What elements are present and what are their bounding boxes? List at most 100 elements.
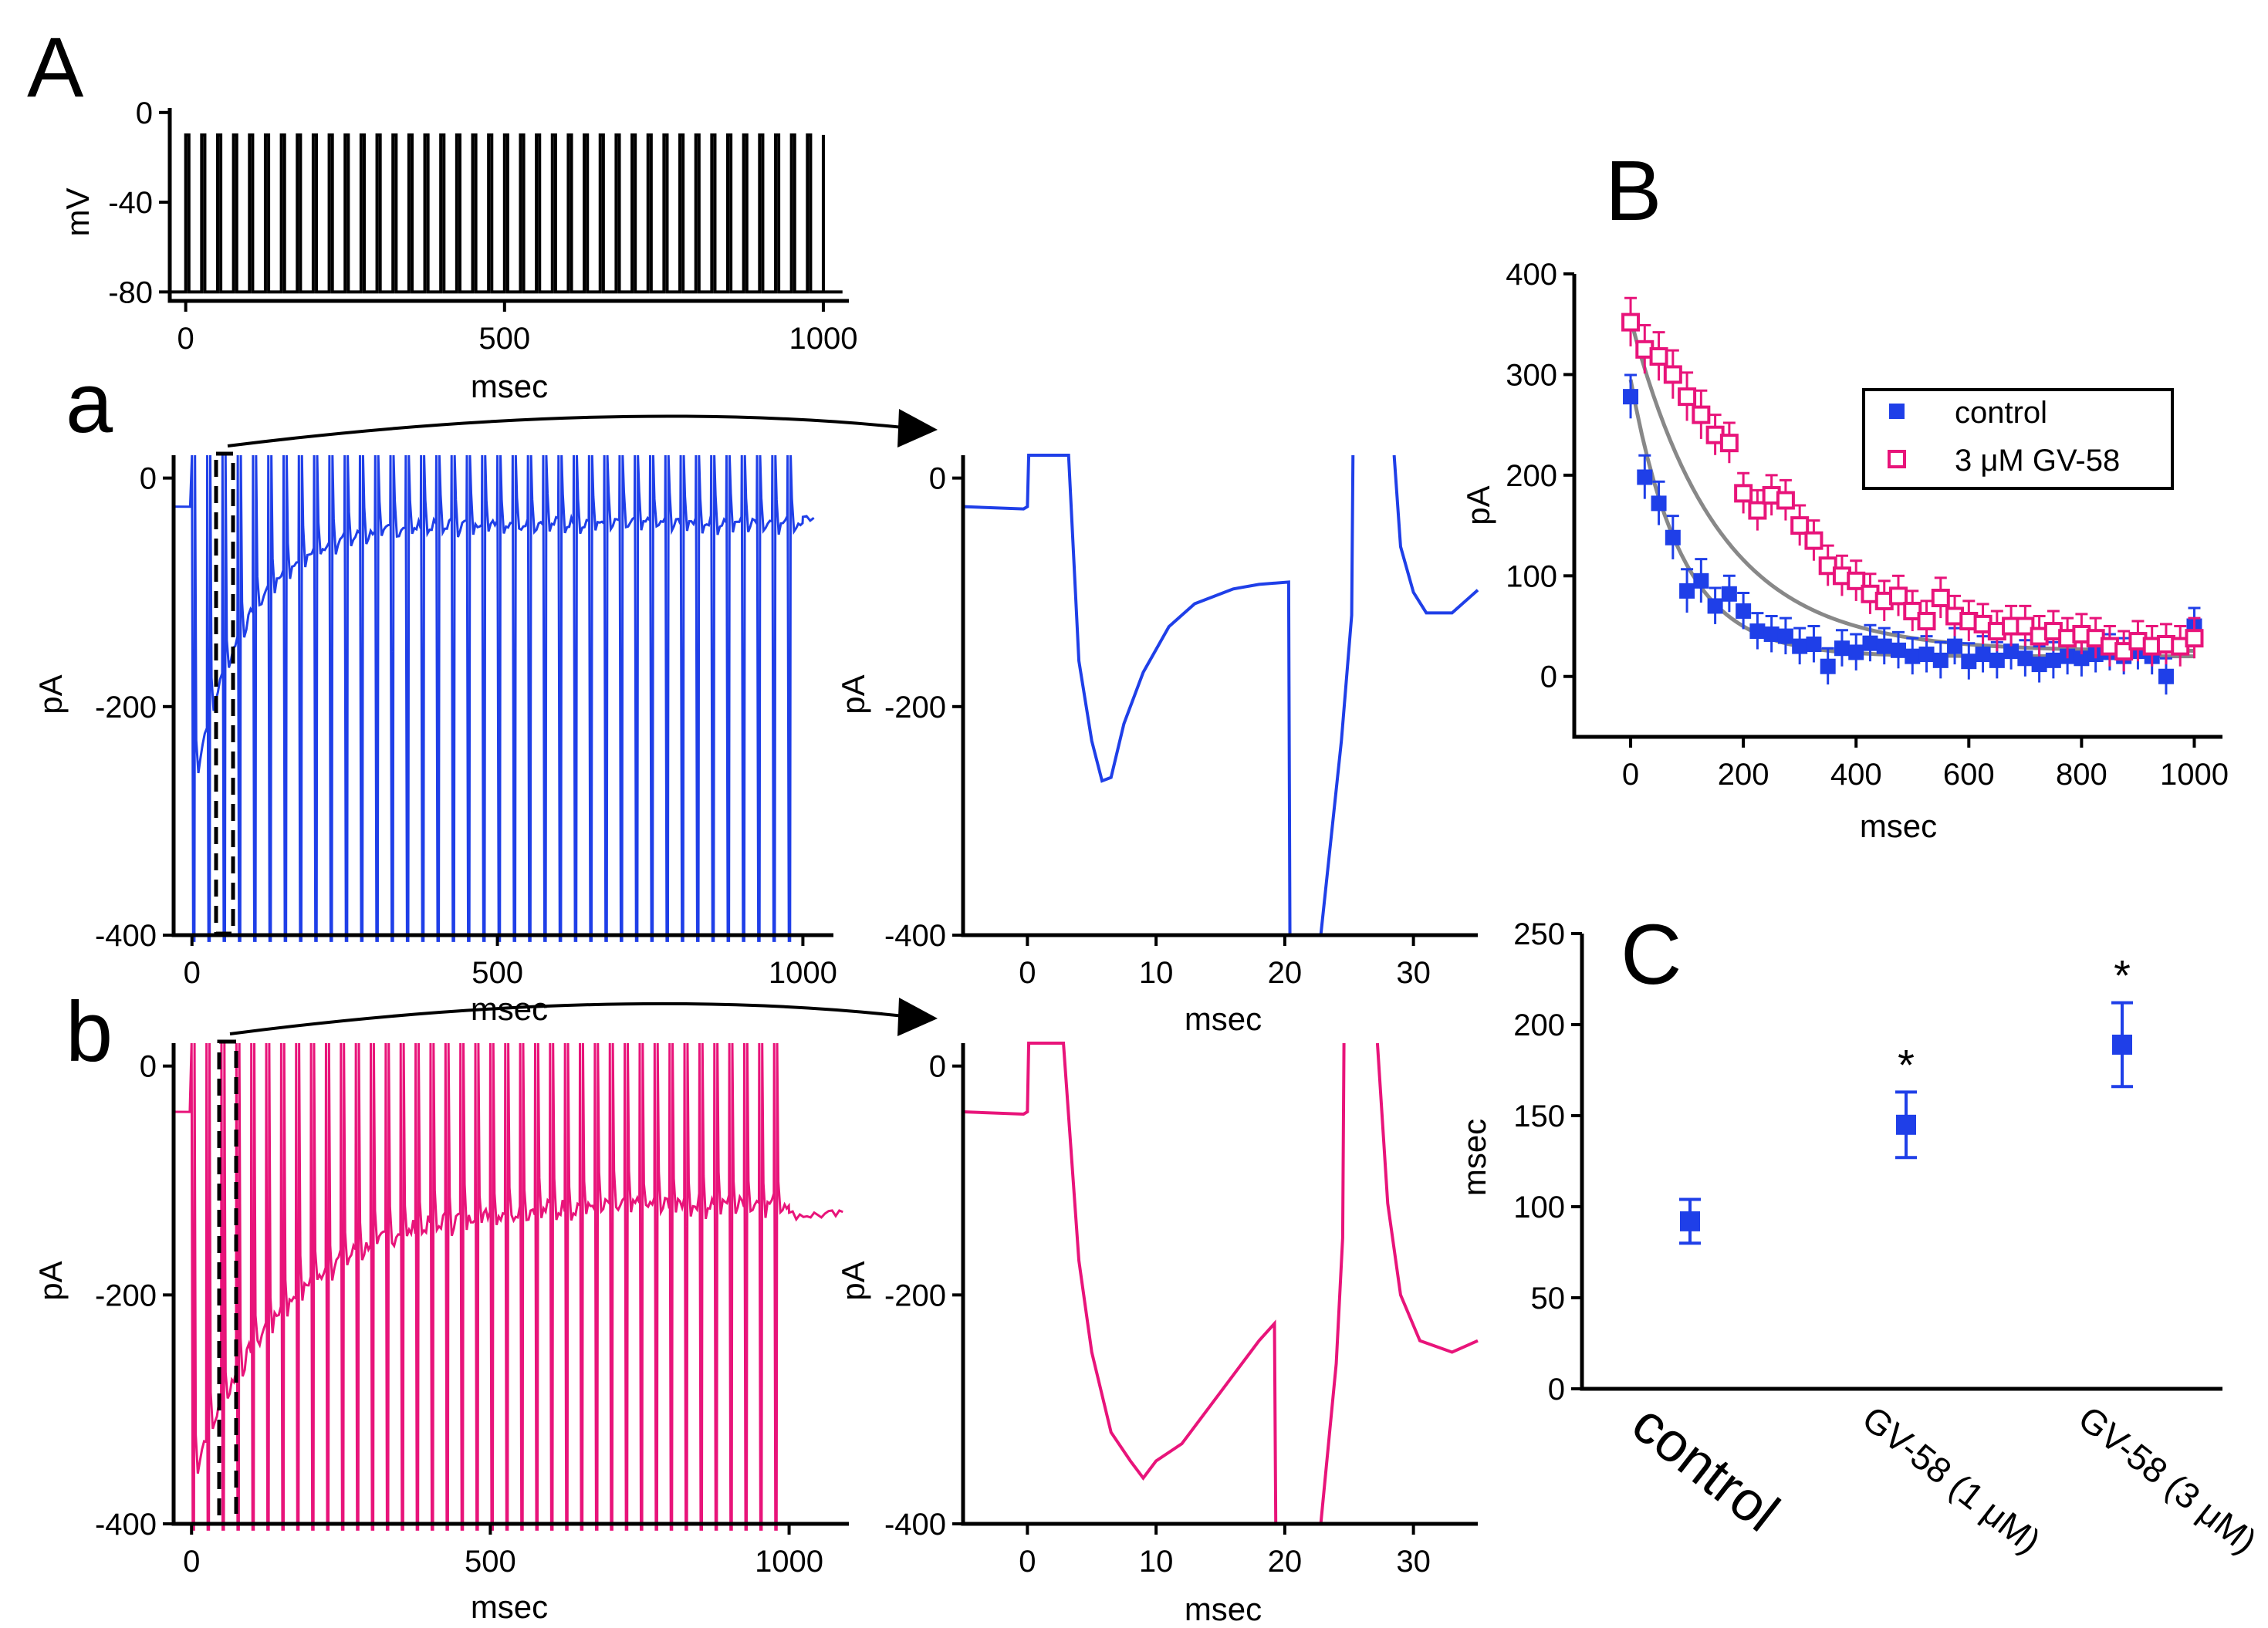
B-point-gv58 bbox=[1931, 589, 1950, 607]
ai-inset-trace-2 bbox=[1319, 454, 1355, 936]
chart-A-yticks: 0 -40 -80 bbox=[108, 96, 170, 309]
ai-xtick-label: 10 bbox=[1139, 956, 1174, 990]
chart-bi-axes bbox=[961, 1043, 1478, 1526]
B-point-control bbox=[1947, 638, 1963, 654]
B-point-control bbox=[1876, 638, 1892, 654]
B-point-control bbox=[1777, 628, 1793, 644]
C-ytick-label: 0 bbox=[1548, 1373, 1565, 1407]
B-xtick-label: 400 bbox=[1830, 758, 1882, 792]
B-point-gv58 bbox=[1847, 571, 1866, 590]
B-point-control bbox=[1792, 638, 1808, 654]
chart-B-axes bbox=[1572, 274, 2222, 739]
chart-control-train: 0-200-400 0 500 1000 pA msec bbox=[32, 451, 837, 1027]
A-ytick-label: -40 bbox=[108, 186, 153, 220]
B-ytick-label: 100 bbox=[1506, 559, 1557, 593]
B-point-control bbox=[1651, 495, 1667, 512]
B-point-gv58 bbox=[1748, 501, 1767, 520]
B-point-control bbox=[1834, 640, 1850, 657]
B-point-gv58 bbox=[1692, 405, 1711, 424]
B-point-control bbox=[1679, 583, 1695, 599]
a-xtick-label: 500 bbox=[472, 956, 523, 990]
zoom-arrow-a bbox=[227, 409, 938, 448]
B-point-control bbox=[1763, 626, 1780, 642]
a-xtick-label: 1000 bbox=[769, 956, 837, 990]
B-ytick-label: 200 bbox=[1506, 459, 1557, 493]
b-xtick-label: 1000 bbox=[755, 1545, 823, 1579]
B-xtick-label: 200 bbox=[1718, 758, 1769, 792]
C-significance-star: * bbox=[2114, 951, 2131, 1000]
B-point-control bbox=[1749, 623, 1766, 640]
panel-label-C: C bbox=[1621, 907, 1682, 1002]
B-point-control bbox=[2031, 657, 2047, 673]
bi-xtick-label: 10 bbox=[1139, 1545, 1174, 1579]
B-ytick-label: 300 bbox=[1506, 358, 1557, 392]
B-point-control bbox=[2158, 668, 2174, 684]
chart-B-xticks: 0 200 400 600 800 1000 bbox=[1622, 737, 2229, 792]
A-xtick-label: 0 bbox=[177, 322, 194, 356]
chart-b-xlabel: msec bbox=[471, 1589, 548, 1625]
legend-gv58-label: 3 μM GV-58 bbox=[1955, 444, 2120, 478]
B-point-control bbox=[1820, 658, 1836, 674]
B-point-gv58 bbox=[1663, 365, 1682, 384]
B-xtick-label: 1000 bbox=[2160, 758, 2229, 792]
chart-bi-xticks: 0 10 20 30 bbox=[1019, 1524, 1431, 1579]
B-point-control bbox=[1637, 469, 1653, 485]
bi-ytick-label: -400 bbox=[884, 1508, 946, 1542]
chart-gv58-inset: 0 -200 -400 0 10 20 30 pA msec bbox=[835, 1042, 1479, 1627]
C-ytick-label: 50 bbox=[1531, 1282, 1566, 1316]
a-ytick-label: 0 bbox=[140, 462, 157, 496]
B-point-gv58 bbox=[1649, 346, 1668, 366]
chart-ai-xticks: 0 10 20 30 bbox=[1019, 935, 1431, 990]
panel-label-B: B bbox=[1605, 144, 1661, 238]
b-xtick-label: 500 bbox=[465, 1545, 516, 1579]
chart-b-xticks: 0 500 1000 bbox=[183, 1524, 823, 1579]
a-current-trace bbox=[173, 454, 815, 942]
B-point-control bbox=[1905, 648, 1921, 664]
bi-ytick-label: 0 bbox=[929, 1050, 946, 1084]
C-category-label: GV-58 (3 μM) bbox=[2071, 1398, 2264, 1562]
a-xtick-label: 0 bbox=[184, 956, 201, 990]
B-point-control bbox=[1665, 529, 1681, 545]
ai-xtick-label: 20 bbox=[1268, 956, 1303, 990]
C-ytick-label: 250 bbox=[1513, 917, 1565, 951]
B-xtick-label: 800 bbox=[2056, 758, 2107, 792]
chart-A-axes bbox=[167, 108, 849, 303]
B-point-gv58 bbox=[2185, 629, 2204, 648]
B-point-control bbox=[2074, 650, 2090, 667]
C-point bbox=[1896, 1114, 1916, 1135]
legend-gv58-marker bbox=[1888, 450, 1906, 468]
a-ytick-label: -400 bbox=[95, 919, 157, 953]
B-point-gv58 bbox=[1621, 312, 1641, 332]
chart-ai-trace bbox=[962, 454, 1479, 936]
B-point-gv58 bbox=[1804, 531, 1824, 550]
chart-control-inset: 0 -200 -400 0 10 20 30 pA msec bbox=[835, 454, 1479, 1037]
chart-C-ylabel: msec bbox=[1456, 1119, 1492, 1196]
C-category-label: GV-58 (1 μM) bbox=[1855, 1398, 2048, 1562]
chart-voltage-protocol: 0 -40 -80 0 500 1000 mV msec bbox=[59, 96, 857, 404]
A-xtick-label: 500 bbox=[478, 322, 530, 356]
C-point bbox=[2112, 1034, 2132, 1055]
legend-control-marker bbox=[1889, 404, 1905, 419]
B-point-gv58 bbox=[1719, 434, 1739, 453]
chart-C-xticks: control GV-58 (1 μM) GV-58 (3 μM) bbox=[1621, 1393, 2264, 1562]
legend-control-label: control bbox=[1955, 396, 2047, 430]
B-ytick-label: 400 bbox=[1506, 258, 1557, 292]
B-point-control bbox=[2003, 643, 2020, 660]
bi-xtick-label: 30 bbox=[1396, 1545, 1431, 1579]
chart-b-yticks: 0 -200 -400 bbox=[95, 1050, 174, 1542]
b-ytick-label: 0 bbox=[140, 1050, 157, 1084]
B-point-control bbox=[2045, 652, 2061, 668]
B-point-gv58 bbox=[1818, 556, 1837, 576]
C-ytick-label: 100 bbox=[1513, 1191, 1565, 1224]
B-point-control bbox=[1975, 647, 1991, 663]
B-point-gv58 bbox=[1734, 484, 1753, 503]
B-point-control bbox=[1918, 647, 1935, 663]
chart-A-trace bbox=[170, 133, 843, 294]
chart-a-zoom-box bbox=[214, 451, 235, 936]
chart-A-xlabel: msec bbox=[471, 368, 548, 404]
C-significance-star: * bbox=[1898, 1040, 1915, 1089]
B-point-control bbox=[1989, 652, 2005, 668]
b-current-trace bbox=[173, 1042, 843, 1531]
